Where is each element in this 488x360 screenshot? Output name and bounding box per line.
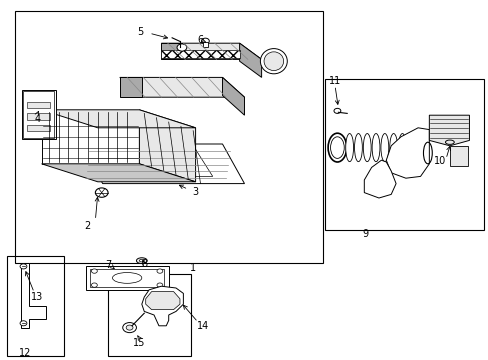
Bar [27,102,50,108]
Ellipse shape [112,273,142,283]
Text: 11: 11 [328,76,341,86]
Bar [15,11,322,263]
Circle shape [20,321,27,326]
Ellipse shape [398,134,406,162]
Polygon shape [41,164,195,182]
Ellipse shape [136,258,147,264]
Ellipse shape [264,52,283,71]
Polygon shape [161,50,239,58]
Polygon shape [22,90,56,139]
Polygon shape [386,128,428,178]
Text: 10: 10 [433,156,446,166]
Text: 7: 7 [105,260,111,270]
Text: 13: 13 [30,292,43,302]
Text: 14: 14 [196,321,209,331]
Text: 1: 1 [190,263,196,273]
Ellipse shape [371,134,379,162]
Ellipse shape [407,134,414,162]
Polygon shape [41,110,139,164]
Ellipse shape [354,134,362,162]
Circle shape [91,269,97,273]
Text: 5: 5 [137,27,143,37]
Ellipse shape [260,49,287,74]
Polygon shape [120,77,142,97]
Polygon shape [81,144,244,184]
Circle shape [333,108,340,113]
Bar [325,79,483,230]
Polygon shape [20,263,46,328]
Polygon shape [161,43,261,59]
Bar [107,274,190,356]
Ellipse shape [380,134,388,162]
Text: 8: 8 [141,258,147,269]
Bar [7,256,63,356]
Circle shape [157,283,163,287]
Text: 9: 9 [362,229,368,239]
Bar [27,125,50,131]
Polygon shape [85,266,168,290]
Ellipse shape [139,259,144,262]
Bar [27,113,50,120]
Circle shape [177,44,186,51]
Text: 4: 4 [34,114,40,124]
Polygon shape [105,149,212,176]
Ellipse shape [415,134,423,162]
Text: 2: 2 [84,221,90,231]
Polygon shape [161,43,183,59]
Circle shape [95,188,108,197]
Polygon shape [239,43,261,77]
Polygon shape [120,77,244,97]
Polygon shape [449,146,468,166]
Bar [23,91,54,138]
Circle shape [201,38,209,44]
Text: 15: 15 [133,338,145,348]
Polygon shape [145,292,180,310]
Ellipse shape [363,134,370,162]
Circle shape [20,264,27,269]
Polygon shape [142,286,183,326]
Polygon shape [139,110,195,182]
Circle shape [157,269,163,273]
Circle shape [126,325,133,330]
Polygon shape [222,77,244,115]
Circle shape [122,323,136,333]
Circle shape [91,283,97,287]
Bar [203,42,207,47]
Polygon shape [364,160,395,198]
Ellipse shape [445,140,453,144]
Ellipse shape [389,134,397,162]
Text: 3: 3 [192,186,198,197]
Ellipse shape [345,134,353,162]
Text: 6: 6 [197,35,203,45]
Polygon shape [41,110,195,128]
Polygon shape [428,115,468,146]
Text: 12: 12 [19,348,32,358]
